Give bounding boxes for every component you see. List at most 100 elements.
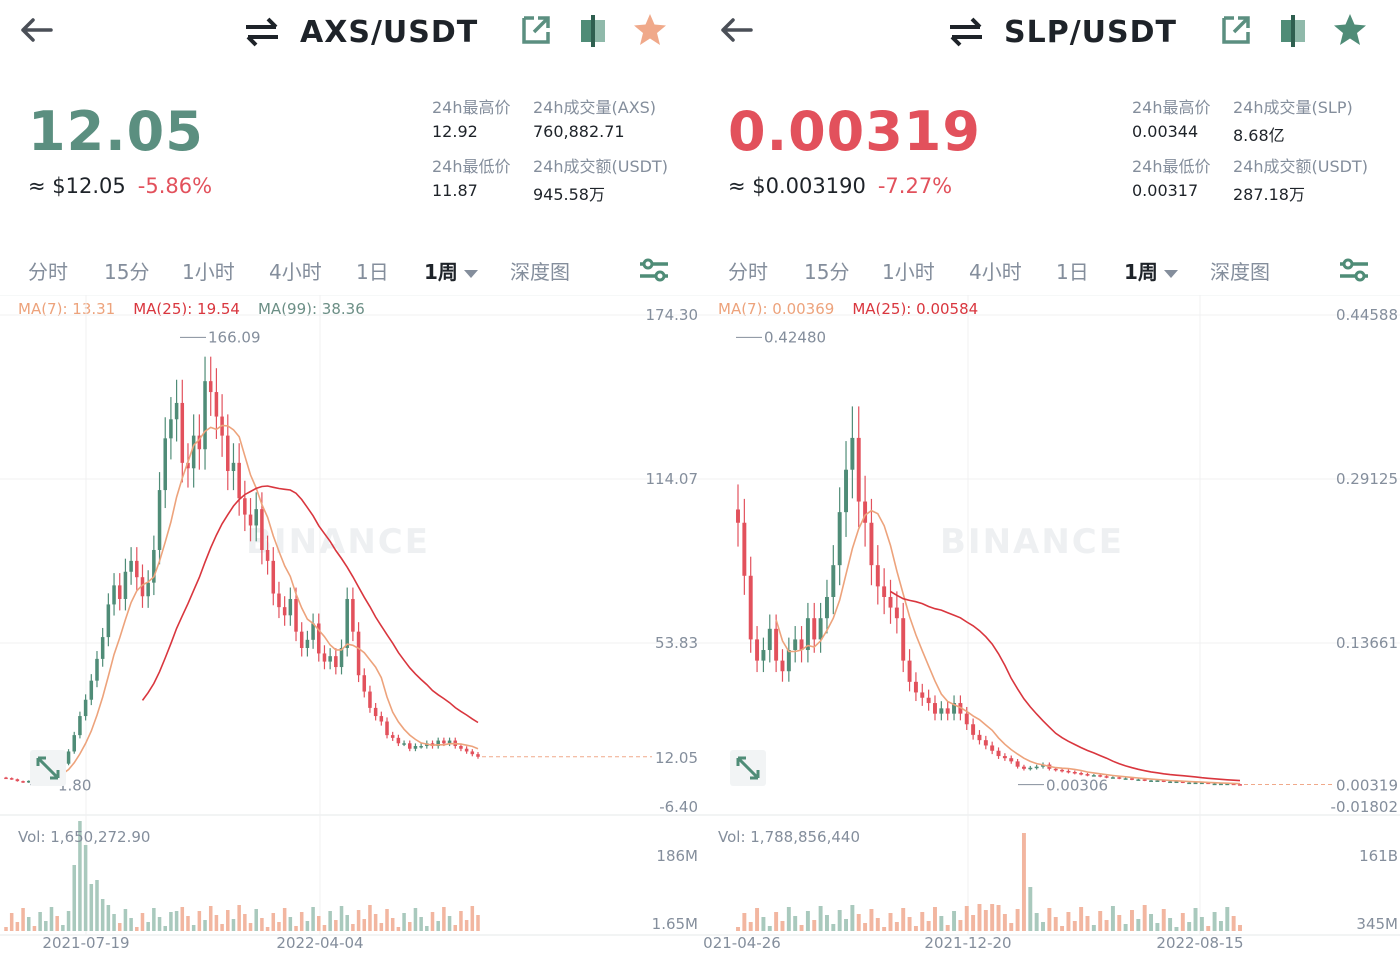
candle-body (396, 737, 401, 744)
volume-bar (793, 916, 798, 931)
volume-bar (945, 925, 950, 931)
volume-bar (1091, 925, 1096, 931)
pair-switch[interactable]: AXS/USDT (244, 12, 478, 52)
pair-switch[interactable]: SLP/USDT (948, 12, 1177, 52)
compare-icon[interactable] (578, 12, 608, 48)
volume-bar (447, 916, 452, 931)
volume-bar (4, 927, 8, 931)
volume-bar (1028, 887, 1033, 931)
volume-bar (277, 922, 281, 931)
settings-sliders-icon[interactable] (638, 256, 670, 284)
candle-body (26, 780, 31, 783)
settings-sliders-icon[interactable] (1338, 256, 1370, 284)
ma25-line (890, 590, 1241, 782)
volume-bar (169, 912, 173, 931)
candle-body (379, 716, 384, 722)
candle-body (1053, 768, 1058, 771)
candle-body (334, 656, 338, 668)
price-sub-row: ≈ $12.05 -5.86% (28, 174, 212, 198)
candle-body (9, 778, 14, 780)
volume-bar (106, 905, 111, 931)
volume-bar (311, 907, 315, 931)
back-arrow-icon[interactable] (718, 16, 754, 44)
volume-bar (163, 926, 167, 931)
volume-bar (901, 908, 906, 931)
tab-1w[interactable]: 1周 (424, 256, 478, 285)
volume-bar (436, 921, 440, 931)
volume-bar (1187, 922, 1192, 931)
y-axis-tick: 0.44588 (1336, 306, 1398, 324)
swap-icon[interactable] (244, 17, 280, 47)
favorite-star-icon[interactable] (1332, 12, 1368, 48)
tab-1h[interactable]: 1小时 (882, 260, 935, 284)
candle-body (736, 509, 740, 523)
volume-bar (875, 918, 880, 931)
volume-bar (1079, 907, 1084, 931)
volume-bar (1149, 914, 1154, 931)
low-marker: 1.80 (58, 777, 91, 795)
candle-body (983, 740, 988, 746)
volume-bar (470, 906, 475, 931)
volume-indicator-label: Vol: 1,650,272.90 (18, 828, 151, 846)
volume-bar (191, 925, 196, 931)
candle-body (248, 514, 253, 526)
expand-chart-icon[interactable] (30, 750, 66, 786)
candle-body (888, 596, 893, 608)
volume-label: 24h成交量(AXS) (533, 98, 657, 117)
axs-candlestick-chart[interactable]: 174.30 114.07 53.83 -6.40 12.05 166.09 1.80 186… (0, 295, 700, 955)
tab-depth[interactable]: 深度图 (1210, 260, 1270, 284)
candle-body (1091, 775, 1096, 777)
tab-15m[interactable]: 15分 (104, 260, 150, 284)
tab-depth[interactable]: 深度图 (510, 260, 570, 284)
volume-value: 760,882.71 (533, 122, 625, 141)
candle-body (850, 437, 855, 470)
tab-1d[interactable]: 1日 (356, 260, 389, 284)
tab-15m[interactable]: 15分 (804, 260, 850, 284)
candle-body (299, 631, 304, 648)
tab-1w[interactable]: 1周 (1124, 256, 1178, 285)
volume-bar (958, 920, 963, 931)
slp-candlestick-chart[interactable]: 0.44588 0.29125 0.13661 -0.01802 0.00319 0.42… (700, 295, 1400, 955)
tab-1w-label: 1周 (1124, 260, 1158, 284)
volume-bar (117, 923, 122, 931)
tab-time[interactable]: 分时 (28, 260, 68, 284)
candle-body (282, 607, 287, 616)
candle-body (470, 751, 475, 755)
candle-body (100, 637, 105, 659)
candle-body (945, 708, 950, 714)
expand-chart-icon[interactable] (730, 750, 766, 786)
share-icon[interactable] (520, 14, 552, 46)
share-icon[interactable] (1220, 14, 1252, 46)
volume-bar (66, 911, 71, 931)
volume-bar (78, 821, 82, 931)
candle-body (1060, 769, 1065, 772)
volume-bar (755, 908, 760, 931)
volume-bar (933, 907, 937, 931)
volume-bar (920, 912, 925, 931)
volume-bar (464, 920, 469, 931)
tab-1d[interactable]: 1日 (1056, 260, 1089, 284)
y-axis-tick: -0.01802 (1331, 798, 1398, 816)
compare-icon[interactable] (1278, 12, 1308, 48)
pair-title: SLP/USDT (1004, 14, 1177, 50)
tab-4h[interactable]: 4小时 (969, 260, 1022, 284)
favorite-star-icon[interactable] (632, 12, 668, 48)
volume-bar (1199, 917, 1204, 931)
low-value: 11.87 (432, 181, 478, 200)
back-arrow-icon[interactable] (18, 16, 54, 44)
tab-4h[interactable]: 4小时 (269, 260, 322, 284)
volume-bar (1034, 913, 1039, 931)
tab-1h[interactable]: 1小时 (182, 260, 235, 284)
ma7-label: MA(7): 13.31 (18, 300, 116, 318)
candle-body (767, 628, 772, 651)
swap-icon[interactable] (948, 17, 984, 47)
tab-time[interactable]: 分时 (728, 260, 768, 284)
volume-bar (44, 921, 48, 931)
x-axis-tick: 2022-08-15 (1156, 934, 1243, 952)
candle-body (894, 607, 899, 619)
volume-bar (844, 919, 848, 931)
vol-axis-tick: 1.65M (652, 915, 698, 933)
volume-bar (913, 926, 918, 931)
volume-bar (100, 899, 105, 931)
candle-body (317, 623, 321, 654)
